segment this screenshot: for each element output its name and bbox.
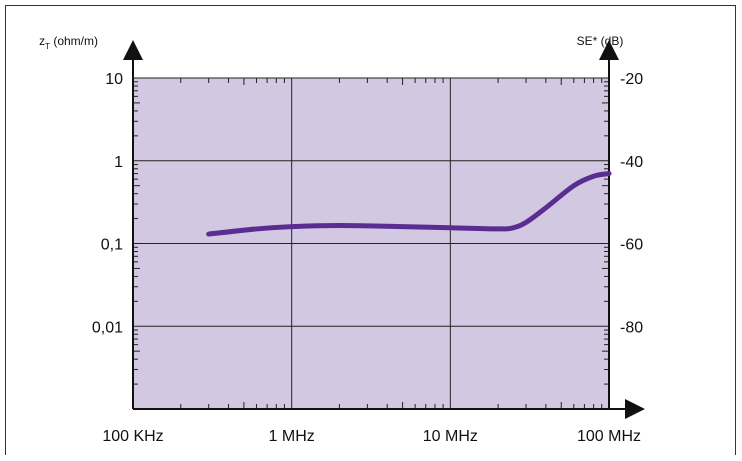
y-axis-title: zT (ohm/m) <box>39 34 98 51</box>
y-tick-label: 10 <box>105 71 123 88</box>
series-line <box>206 171 612 237</box>
y-tick-label: 1 <box>114 154 123 171</box>
y-tick-label: 0,1 <box>101 237 123 254</box>
x-tick-label: 100 KHz <box>102 428 163 445</box>
axes <box>123 40 645 419</box>
y2-axis-title: SE* (dB) <box>577 34 624 48</box>
chart-frame <box>5 5 736 455</box>
x-tick-label: 10 MHz <box>423 428 478 445</box>
x-tick-label: 100 MHz <box>577 428 641 445</box>
y2-tick-label: -20 <box>620 71 643 88</box>
y-tick-label: 0,01 <box>92 319 123 336</box>
y2-tick-label: -60 <box>620 237 643 254</box>
x-tick-label: 1 MHz <box>269 428 315 445</box>
y2-tick-label: -40 <box>620 154 643 171</box>
y2-tick-label: -80 <box>620 319 643 336</box>
grid <box>133 77 609 409</box>
